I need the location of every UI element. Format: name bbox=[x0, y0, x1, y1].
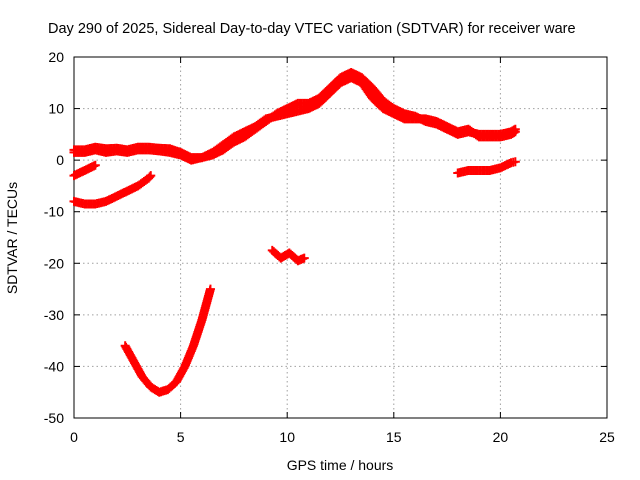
y-tick-label: 20 bbox=[48, 49, 64, 65]
data-point bbox=[90, 160, 100, 170]
data-point bbox=[145, 172, 155, 182]
series-arc-early-dip bbox=[69, 160, 100, 181]
x-tick-label: 10 bbox=[279, 429, 295, 445]
y-tick-label: -20 bbox=[44, 255, 64, 271]
x-tick-label: 15 bbox=[386, 429, 402, 445]
series-arc-midday-short bbox=[267, 245, 309, 266]
x-tick-label: 25 bbox=[599, 429, 615, 445]
x-tick-label: 5 bbox=[177, 429, 185, 445]
y-tick-label: -10 bbox=[44, 204, 64, 220]
series-arc-deep-u bbox=[120, 284, 215, 397]
data-point bbox=[299, 253, 309, 263]
series-arc-main-b bbox=[69, 73, 520, 165]
data-point bbox=[510, 157, 520, 167]
y-tick-label: -40 bbox=[44, 358, 64, 374]
grid bbox=[74, 57, 607, 418]
data-point bbox=[205, 284, 215, 294]
x-axis-label: GPS time / hours bbox=[287, 457, 394, 473]
x-tick-label: 20 bbox=[493, 429, 509, 445]
plot-frame bbox=[73, 56, 608, 419]
data-point bbox=[146, 171, 156, 181]
series-arc-morning-low bbox=[69, 171, 156, 209]
x-tick-label: 0 bbox=[70, 429, 78, 445]
y-axis-label: SDTVAR / TECUs bbox=[4, 182, 20, 294]
y-tick-label: 10 bbox=[48, 101, 64, 117]
y-tick-label: 0 bbox=[56, 152, 64, 168]
data-marks bbox=[69, 67, 520, 397]
data-point bbox=[510, 127, 520, 137]
chart-title: Day 290 of 2025, Sidereal Day-to-day VTE… bbox=[48, 21, 576, 37]
y-tick-label: -30 bbox=[44, 307, 64, 323]
series-arc-evening-low bbox=[453, 157, 520, 178]
axis-ticks: 0 5 10 15 20 25 -50 -40 -30 -20 -10 0 10 20 bbox=[44, 49, 615, 445]
y-tick-label: -50 bbox=[44, 410, 64, 426]
